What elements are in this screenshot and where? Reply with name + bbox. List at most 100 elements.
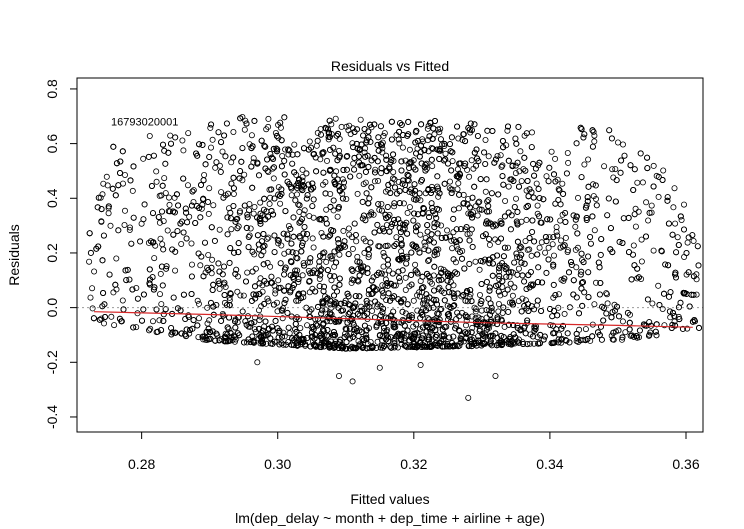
scatter-point <box>298 242 305 249</box>
scatter-point <box>500 181 507 188</box>
scatter-point <box>290 281 297 288</box>
scatter-point <box>242 117 249 124</box>
scatter-point <box>398 255 405 262</box>
scatter-point <box>427 120 434 127</box>
scatter-point <box>270 175 277 182</box>
scatter-point <box>404 327 411 334</box>
scatter-point <box>362 153 369 160</box>
scatter-point <box>281 157 288 164</box>
scatter-point <box>433 301 440 308</box>
scatter-point <box>391 242 398 249</box>
scatter-point <box>296 202 303 209</box>
scatter-point <box>483 326 490 333</box>
scatter-point <box>397 120 404 127</box>
scatter-point <box>337 300 344 307</box>
scatter-point <box>150 286 157 293</box>
scatter-point <box>156 291 163 298</box>
scatter-point <box>436 129 443 136</box>
scatter-point <box>279 315 286 322</box>
scatter-point <box>474 132 481 139</box>
scatter-point <box>314 322 321 329</box>
scatter-point <box>550 234 557 241</box>
scatter-point <box>548 148 555 155</box>
scatter-point <box>260 230 267 237</box>
scatter-point <box>249 184 256 191</box>
scatter-point <box>232 218 239 225</box>
scatter-point <box>381 253 388 260</box>
scatter-point <box>365 291 372 298</box>
scatter-point <box>448 272 455 279</box>
scatter-point <box>110 289 117 296</box>
scatter-point <box>555 336 562 343</box>
scatter-point <box>205 210 212 217</box>
scatter-point <box>215 129 222 136</box>
scatter-point <box>188 261 195 268</box>
scatter-point <box>107 222 114 229</box>
scatter-point <box>271 195 278 202</box>
scatter-point <box>281 171 288 178</box>
scatter-point <box>530 281 537 288</box>
scatter-point <box>328 121 335 128</box>
scatter-point <box>472 305 479 312</box>
scatter-point <box>141 201 148 208</box>
scatter-point <box>411 181 418 188</box>
scatter-point <box>465 125 472 132</box>
scatter-point <box>620 141 627 148</box>
scatter-point <box>280 341 287 348</box>
scatter-point <box>397 236 404 243</box>
scatter-point <box>259 340 266 347</box>
scatter-point <box>380 324 387 331</box>
scatter-point <box>239 145 246 152</box>
scatter-point <box>206 185 213 192</box>
scatter-point <box>505 269 512 276</box>
scatter-point <box>365 134 372 141</box>
scatter-point <box>478 206 485 213</box>
scatter-point <box>444 160 451 167</box>
scatter-point <box>419 311 426 318</box>
scatter-point <box>234 215 241 222</box>
scatter-point <box>494 152 501 159</box>
scatter-point <box>308 306 315 313</box>
scatter-point <box>200 195 207 202</box>
scatter-point <box>391 344 398 351</box>
scatter-point <box>384 282 391 289</box>
scatter-point <box>396 274 403 281</box>
scatter-point <box>149 318 156 325</box>
scatter-point <box>282 296 289 303</box>
scatter-point <box>639 179 646 186</box>
scatter-point <box>398 121 405 128</box>
scatter-point <box>412 261 419 268</box>
scatter-point <box>87 294 94 301</box>
scatter-point <box>243 339 250 346</box>
scatter-point <box>330 292 337 299</box>
scatter-point <box>358 162 365 169</box>
scatter-point <box>228 226 235 233</box>
scatter-point <box>512 170 519 177</box>
scatter-point <box>388 136 395 143</box>
scatter-point <box>537 331 544 338</box>
scatter-point <box>486 236 493 243</box>
scatter-point <box>609 249 616 256</box>
scatter-point <box>375 201 382 208</box>
scatter-point <box>150 239 157 246</box>
scatter-point <box>272 290 279 297</box>
scatter-point <box>587 240 594 247</box>
scatter-point <box>261 142 268 149</box>
scatter-point <box>485 153 492 160</box>
scatter-point <box>301 262 308 269</box>
scatter-point <box>188 290 195 297</box>
scatter-point <box>140 306 147 313</box>
scatter-point <box>339 195 346 202</box>
scatter-point <box>388 344 395 351</box>
scatter-point <box>306 259 313 266</box>
scatter-point <box>224 324 231 331</box>
scatter-point <box>538 219 545 226</box>
scatter-point <box>224 231 231 238</box>
scatter-point <box>174 228 181 235</box>
scatter-point <box>409 343 416 350</box>
scatter-point <box>596 291 603 298</box>
scatter-point <box>256 317 263 324</box>
scatter-point <box>349 267 356 274</box>
scatter-point <box>166 201 173 208</box>
scatter-point <box>344 152 351 159</box>
